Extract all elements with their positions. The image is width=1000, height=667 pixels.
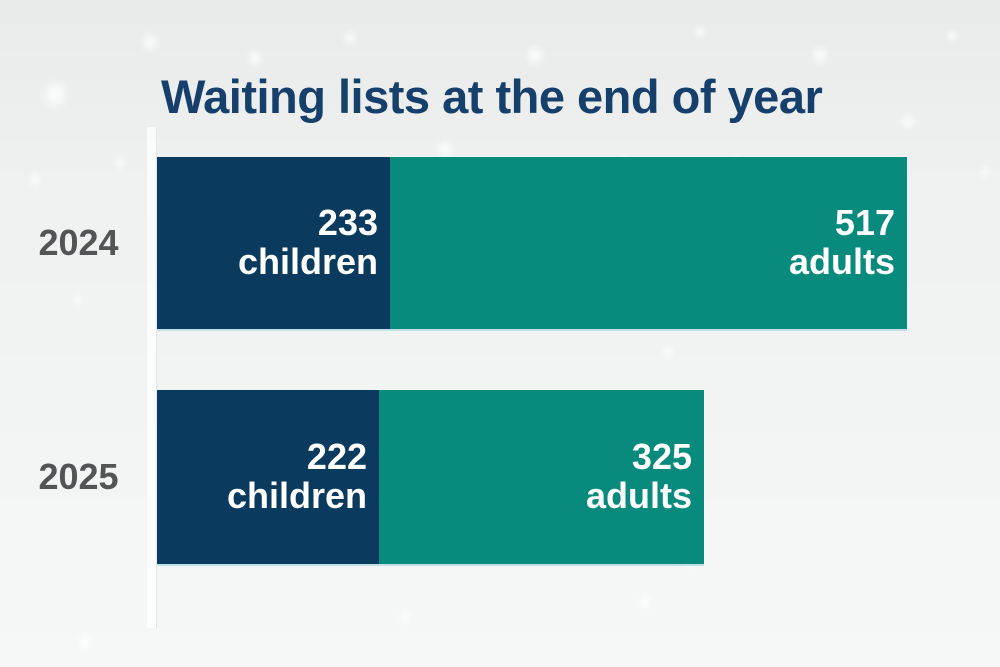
stacked-bar-2025: 222 children 325 adults	[157, 390, 704, 564]
segment-value: 233	[317, 202, 378, 244]
year-label-2024: 2024	[38, 222, 119, 263]
segment-label-adults-2025: 325 adults	[585, 436, 692, 516]
bar-row-2025: 2025 222 children 325 adults	[0, 390, 1000, 564]
segment-adults-2025: 325 adults	[379, 390, 704, 564]
segment-children-2025: 222 children	[157, 390, 379, 564]
segment-value: 222	[306, 436, 367, 478]
year-label-2025: 2025	[38, 456, 119, 497]
axis-gutter	[147, 127, 157, 628]
segment-series-name: adults	[788, 241, 895, 282]
segment-label-children-2025: 222 children	[226, 436, 367, 516]
bar-row-2024: 2024 233 children 517 adults	[0, 157, 1000, 329]
segment-series-name: adults	[585, 475, 692, 516]
segment-label-adults-2024: 517 adults	[788, 202, 895, 282]
segment-series-name: children	[237, 241, 378, 282]
segment-adults-2024: 517 adults	[390, 157, 907, 329]
chart-title: Waiting lists at the end of year	[161, 70, 823, 123]
segment-value: 517	[834, 202, 895, 244]
segment-children-2024: 233 children	[157, 157, 390, 329]
segment-label-children-2024: 233 children	[237, 202, 378, 282]
segment-value: 325	[631, 436, 692, 478]
stacked-bar-2024: 233 children 517 adults	[157, 157, 907, 329]
segment-series-name: children	[226, 475, 367, 516]
